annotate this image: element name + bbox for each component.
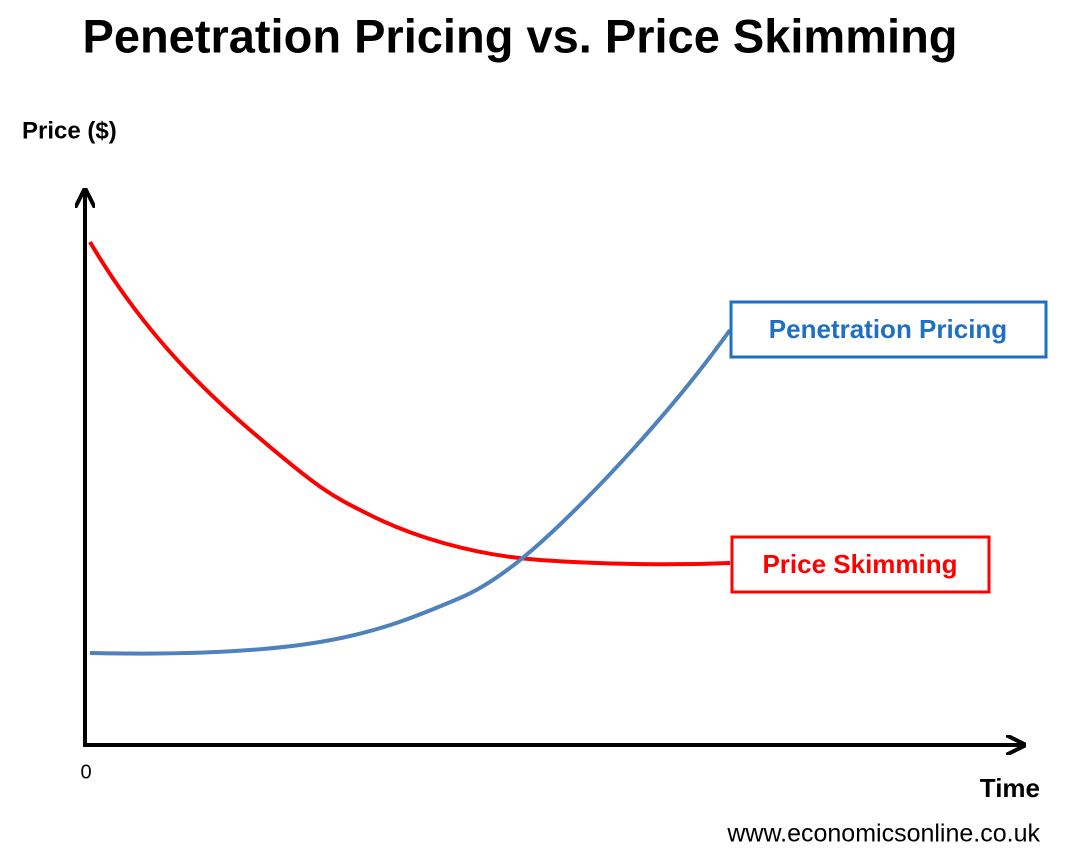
source: www.economicsonline.co.uk — [726, 820, 1040, 848]
skimming-curve — [88, 240, 731, 567]
title: Penetration Pricing vs. Price Skimming — [82, 9, 957, 62]
y-axis-label: Price ($) — [22, 117, 117, 144]
origin-label: 0 — [80, 761, 91, 783]
skimming-label: Price Skimming — [762, 549, 957, 579]
skimming-label-box — [730, 535, 991, 594]
penetration-curve — [89, 328, 732, 656]
x-axis-label: Time — [980, 773, 1040, 803]
penetration-label-box — [729, 300, 1048, 359]
penetration-label: Penetration Pricing — [769, 314, 1007, 344]
